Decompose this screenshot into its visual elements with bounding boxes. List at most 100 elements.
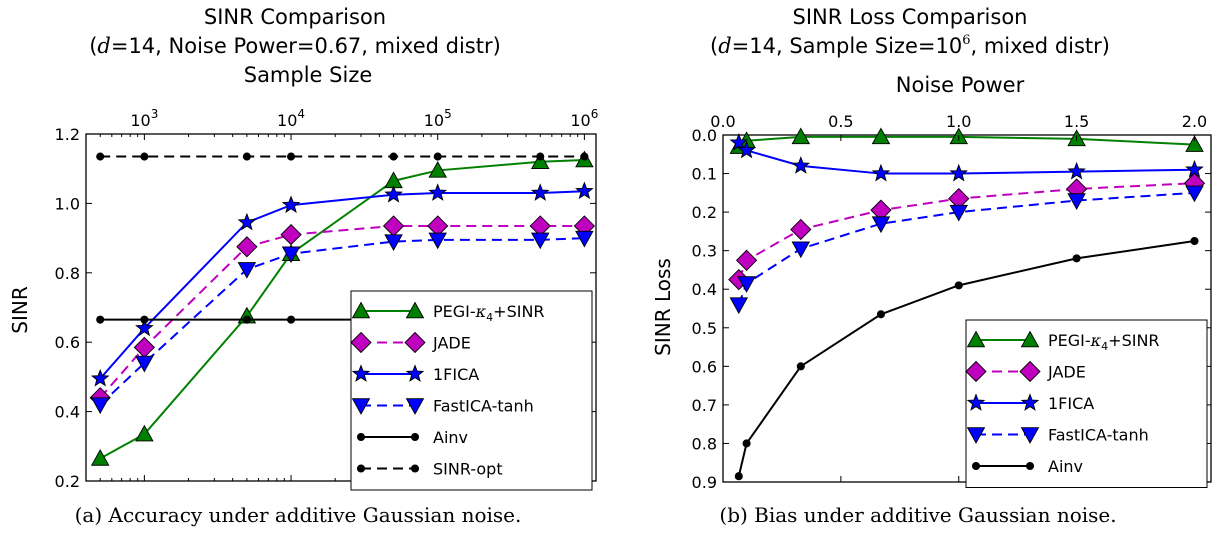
left-legend-marker-4 <box>356 432 366 442</box>
left-legend-label-5: SINR-opt <box>433 460 503 479</box>
right-legend-marker-2 <box>966 393 986 411</box>
left-chart-subtitle: (d=14, Noise Power=0.67, mixed distr) <box>89 34 501 58</box>
left-point-3-4 <box>384 234 403 251</box>
right-point-1-1 <box>735 249 758 271</box>
right-point-4-0 <box>734 472 743 481</box>
right-x-axis-label: Noise Power <box>896 73 1025 97</box>
right-legend-label-4: Ainv <box>1048 457 1083 476</box>
left-point-3-7 <box>575 230 594 248</box>
right-point-0-3 <box>871 127 891 145</box>
left-point-5-2 <box>242 152 251 161</box>
right-point-2-3 <box>871 163 891 182</box>
right-series-line-2 <box>738 142 1195 175</box>
left-legend-marker-0b <box>405 301 425 319</box>
left-point-3-0 <box>90 397 110 415</box>
right-ytick-label: 0.3 <box>692 242 717 261</box>
left-point-2-0 <box>90 368 110 387</box>
left-xtick-label: 103 <box>130 107 158 130</box>
right-xtick-label: 1.5 <box>1064 112 1089 131</box>
left-series-line-2 <box>99 190 585 380</box>
right-ytick-label: 0.1 <box>692 165 717 184</box>
left-point-5-7 <box>580 152 589 161</box>
right-legend-marker-1b <box>1019 360 1041 383</box>
left-legend-label-3: FastICA-tanh <box>433 397 534 416</box>
left-legend: PEGI-κ4+SINR JADE 1FICA FastICA-tanh Ainv SIN… <box>350 290 593 491</box>
left-xtick-label: 104 <box>277 107 305 130</box>
right-point-3-3 <box>871 216 891 234</box>
left-point-5-3 <box>286 152 296 161</box>
left-legend-marker-1b <box>404 331 426 354</box>
right-legend-marker-4 <box>971 461 981 471</box>
right-chart-subtitle: (d=14, Sample Size=106, mixed distr) <box>710 33 1110 58</box>
left-point-5-1 <box>140 152 149 161</box>
left-ytick-label: 0.8 <box>55 264 80 283</box>
right-legend-marker-2b <box>1020 393 1040 411</box>
left-point-5-4 <box>389 152 398 161</box>
right-xtick-label: 1.0 <box>946 112 971 131</box>
right-y-axis-label: SINR Loss <box>651 258 675 356</box>
left-plot-frame <box>85 133 597 482</box>
right-point-4-1 <box>742 439 751 448</box>
left-ytick-label: 0.2 <box>55 472 80 491</box>
left-point-2-7 <box>575 181 594 200</box>
left-series-line-0 <box>99 159 585 460</box>
left-legend-marker-2b <box>405 364 425 382</box>
left-ytick-label: 0.6 <box>55 333 80 352</box>
right-point-3-5 <box>1067 193 1086 210</box>
right-xtick-label: 0.0 <box>710 112 735 131</box>
right-point-2-4 <box>949 163 969 182</box>
left-legend-marker-4b <box>410 432 420 442</box>
left-point-1-2 <box>236 236 258 258</box>
left-legend-marker-5 <box>356 464 366 473</box>
right-ytick-label: 0.9 <box>692 473 717 492</box>
right-legend-label-0: PEGI-κ4+SINR <box>1048 331 1160 353</box>
left-point-0-0 <box>90 449 110 466</box>
right-point-0-2 <box>791 127 811 145</box>
right-legend-label-2: 1FICA <box>1048 394 1094 413</box>
left-ytick-label: 1.2 <box>55 125 80 144</box>
left-point-5-5 <box>433 152 442 161</box>
left-legend-marker-3b <box>405 398 425 415</box>
right-ytick-label: 0.8 <box>692 434 717 453</box>
right-ytick-label: 0.2 <box>692 203 717 222</box>
right-legend-marker-3b <box>1020 427 1040 444</box>
right-ytick-label: 0.6 <box>692 357 717 376</box>
right-point-4-2 <box>796 362 805 371</box>
right-point-4-3 <box>876 310 886 319</box>
left-x-axis-label: Sample Size <box>244 63 373 87</box>
left-point-3-2 <box>237 262 257 279</box>
right-point-3-2 <box>791 241 811 259</box>
right-point-2-2 <box>791 156 811 174</box>
left-legend-marker-2 <box>351 364 371 382</box>
right-ytick-label: 0.5 <box>692 319 717 338</box>
left-point-2-6 <box>530 183 550 201</box>
left-chart-title: SINR Comparison <box>204 5 386 29</box>
left-point-5-6 <box>536 152 545 161</box>
left-legend-box <box>350 290 593 491</box>
right-legend-label-3: FastICA-tanh <box>1048 426 1149 445</box>
left-point-0-5 <box>428 161 447 178</box>
left-point-0-1 <box>135 424 154 442</box>
right-xtick-label: 2.0 <box>1182 112 1207 131</box>
left-point-4-0 <box>96 315 105 324</box>
right-point-3-0 <box>729 297 749 315</box>
left-caption: (a) Accuracy under additive Gaussian noi… <box>75 503 522 527</box>
right-point-2-0 <box>729 132 749 151</box>
left-point-2-3 <box>281 195 301 214</box>
left-axis-ticks: 0.2 0.4 0.6 0.8 1.0 1.2 103 104 105 106 <box>55 107 599 491</box>
right-legend: PEGI-κ4+SINR JADE 1FICA FastICA-tanh Ainv <box>965 319 1208 488</box>
right-legend-marker-1 <box>965 360 987 383</box>
left-legend-marker-5b <box>410 464 420 473</box>
right-legend-marker-4b <box>1025 461 1035 471</box>
right-point-2-1 <box>737 140 756 159</box>
right-point-3-4 <box>949 204 969 222</box>
right-xtick-label: 0.5 <box>828 112 853 131</box>
chart-right: SINR Loss Comparison (d=14, Sample Size=… <box>651 5 1212 527</box>
right-caption: (b) Bias under additive Gaussian noise. <box>719 503 1116 527</box>
right-point-1-2 <box>790 218 812 241</box>
left-legend-label-2: 1FICA <box>433 365 479 384</box>
right-point-4-4 <box>954 281 963 290</box>
left-point-3-3 <box>281 246 301 264</box>
left-legend-marker-0 <box>351 301 371 319</box>
left-ytick-label: 1.0 <box>55 194 80 213</box>
